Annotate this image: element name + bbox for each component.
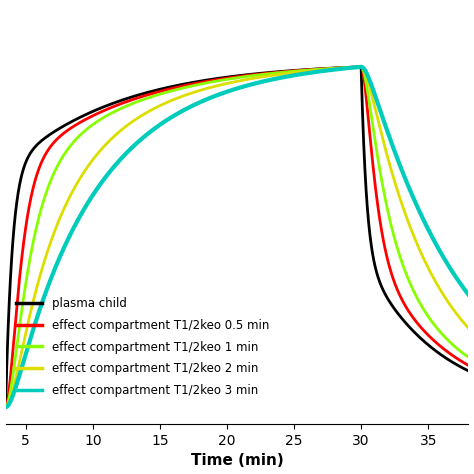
Legend: plasma child, effect compartment T1/2keo 0.5 min, effect compartment T1/2keo 1 m: plasma child, effect compartment T1/2keo… [16, 297, 269, 397]
X-axis label: Time (min): Time (min) [191, 454, 283, 468]
